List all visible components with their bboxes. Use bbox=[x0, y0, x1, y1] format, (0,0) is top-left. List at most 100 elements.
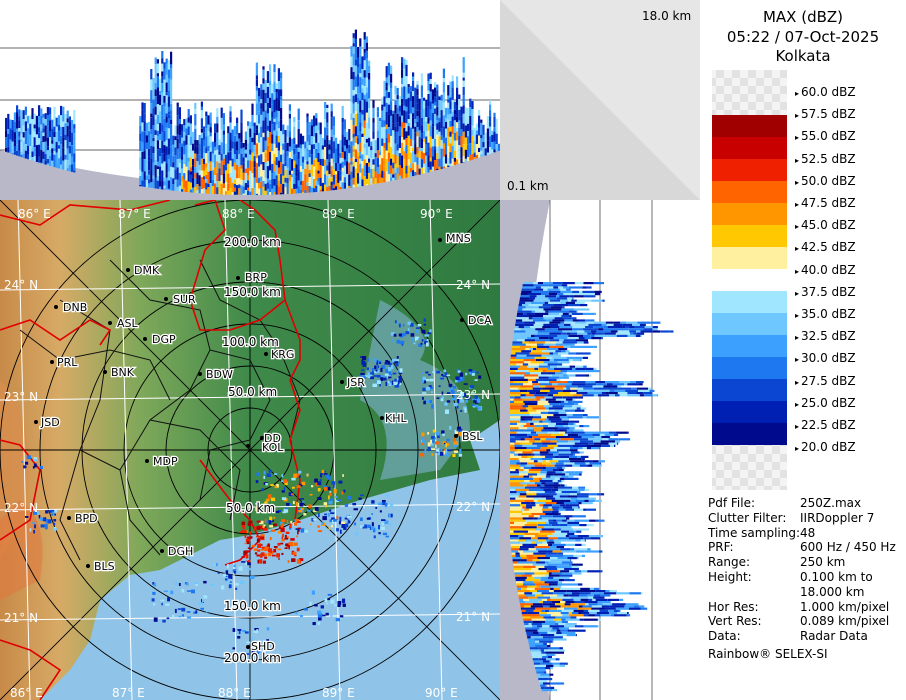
top-profile-echo bbox=[165, 63, 168, 75]
right-profile-echo bbox=[562, 330, 577, 333]
top-profile-echo bbox=[236, 172, 239, 179]
echo-cell bbox=[49, 509, 55, 513]
top-profile-echo bbox=[167, 114, 170, 119]
top-profile-echo bbox=[434, 114, 437, 127]
top-profile-echo bbox=[141, 109, 144, 123]
right-profile-echo bbox=[553, 447, 566, 450]
echo-cell bbox=[264, 556, 268, 559]
top-profile-echo bbox=[266, 83, 269, 87]
right-profile-echo bbox=[529, 598, 533, 601]
top-profile-echo bbox=[491, 142, 494, 150]
legend-swatch bbox=[712, 203, 787, 226]
top-profile-echo bbox=[187, 126, 190, 136]
top-profile-echo bbox=[352, 90, 355, 96]
echo-cell bbox=[423, 318, 426, 322]
top-profile-echo bbox=[46, 163, 49, 166]
top-profile-echo bbox=[170, 51, 173, 65]
echo-cell bbox=[263, 528, 268, 531]
top-profile-echo bbox=[181, 156, 184, 160]
top-profile-echo bbox=[328, 178, 331, 186]
right-profile-echo bbox=[539, 504, 544, 507]
right-profile-echo bbox=[510, 477, 519, 480]
top-profile-echo bbox=[425, 117, 428, 122]
right-profile-echo bbox=[540, 559, 551, 562]
right-profile-echo bbox=[535, 565, 545, 568]
top-profile-echo bbox=[154, 89, 157, 97]
right-profile-echo bbox=[542, 350, 556, 353]
right-profile-echo bbox=[527, 636, 531, 639]
right-profile-echo bbox=[568, 440, 580, 443]
echo-cell bbox=[276, 484, 279, 488]
top-profile-echo bbox=[379, 177, 382, 183]
right-profile-echo bbox=[555, 343, 564, 346]
echo-cell bbox=[446, 392, 451, 394]
top-profile-echo bbox=[493, 112, 496, 117]
top-profile-echo bbox=[51, 148, 54, 154]
right-profile-echo bbox=[568, 334, 584, 337]
top-profile-echo bbox=[154, 106, 157, 115]
top-profile-echo bbox=[390, 88, 393, 102]
right-profile-echo bbox=[575, 321, 587, 324]
top-profile-echo bbox=[275, 83, 278, 89]
right-profile-echo bbox=[549, 495, 554, 498]
echo-cell bbox=[152, 591, 156, 595]
top-profile-echo bbox=[141, 171, 144, 181]
right-profile-echo bbox=[552, 383, 558, 386]
right-profile-echo bbox=[510, 532, 525, 535]
right-profile-echo bbox=[559, 295, 570, 298]
right-profile-echo bbox=[565, 350, 570, 353]
top-profile-echo bbox=[376, 158, 379, 168]
right-profile-echo bbox=[550, 559, 561, 562]
top-profile-echo bbox=[409, 106, 412, 114]
echo-cell bbox=[319, 479, 322, 482]
top-profile-echo bbox=[407, 135, 410, 140]
top-profile-echo bbox=[231, 182, 234, 193]
right-profile-echo bbox=[574, 442, 589, 445]
right-profile-echo bbox=[510, 392, 521, 395]
right-profile-echo bbox=[524, 321, 535, 324]
top-profile-echo bbox=[436, 159, 439, 169]
right-profile-echo bbox=[542, 304, 554, 307]
right-profile-echo bbox=[540, 634, 555, 637]
echo-cell bbox=[374, 527, 378, 532]
right-profile-echo bbox=[536, 491, 541, 494]
top-profile-echo bbox=[317, 177, 320, 182]
top-profile-echo bbox=[286, 156, 289, 168]
echo-cell bbox=[353, 508, 358, 511]
top-profile-echo bbox=[359, 73, 362, 77]
right-profile-echo bbox=[562, 341, 577, 344]
top-profile-echo bbox=[445, 128, 448, 138]
right-profile-echo bbox=[536, 585, 541, 588]
right-profile-echo bbox=[558, 367, 573, 370]
right-profile-echo bbox=[545, 554, 554, 557]
top-profile-echo bbox=[196, 140, 199, 147]
right-profile-echo bbox=[520, 546, 535, 549]
right-profile-echo bbox=[560, 596, 571, 599]
top-profile-echo bbox=[462, 105, 465, 114]
echo-cell bbox=[388, 376, 392, 379]
top-profile-echo bbox=[282, 124, 285, 135]
top-profile-echo bbox=[425, 152, 428, 156]
top-profile-echo bbox=[458, 110, 461, 121]
right-profile-echo bbox=[605, 321, 614, 324]
top-profile-echo bbox=[401, 77, 404, 85]
right-profile-echo bbox=[553, 592, 565, 595]
right-profile-echo bbox=[510, 381, 514, 384]
top-profile-echo bbox=[152, 162, 155, 176]
top-profile-echo bbox=[46, 158, 49, 164]
top-profile-echo bbox=[302, 144, 305, 153]
right-profile-echo bbox=[609, 394, 615, 397]
parallel bbox=[0, 503, 500, 511]
top-profile-echo bbox=[372, 168, 375, 177]
top-profile-echo bbox=[172, 156, 175, 163]
top-profile-echo bbox=[152, 99, 155, 109]
product-datetime: 05:22 / 07-Oct-2025 bbox=[726, 28, 880, 46]
echo-cell bbox=[238, 566, 243, 571]
top-profile-echo bbox=[365, 77, 368, 88]
top-profile-echo bbox=[425, 131, 428, 137]
top-profile-echo bbox=[35, 154, 38, 162]
right-profile-echo bbox=[539, 290, 549, 293]
top-profile-echo bbox=[216, 173, 219, 182]
echo-cell bbox=[246, 541, 250, 545]
right-profile-echo bbox=[584, 460, 593, 463]
